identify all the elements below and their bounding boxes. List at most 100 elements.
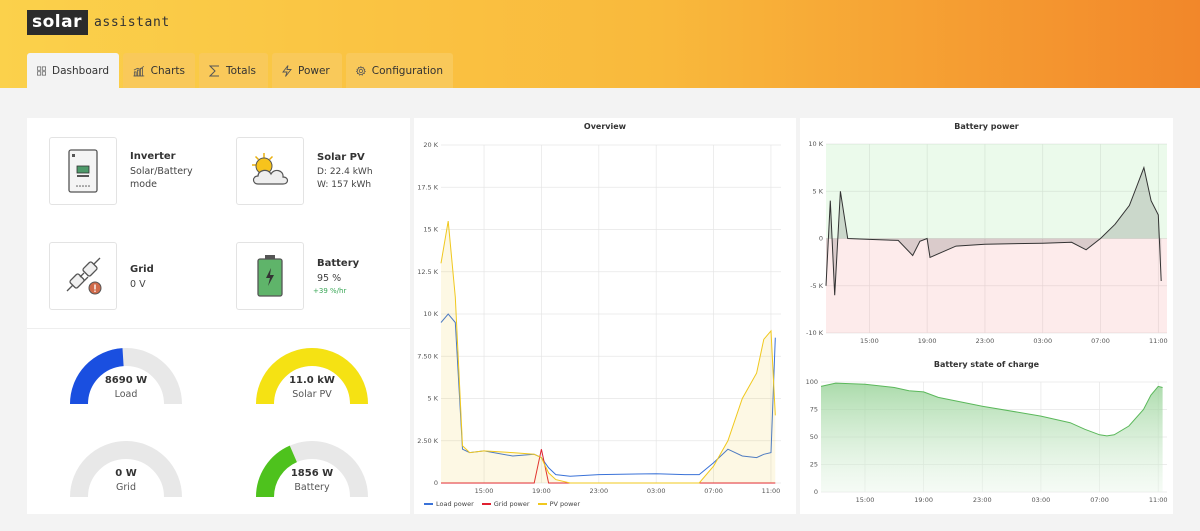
x-tick-label: 15:00 — [475, 487, 494, 495]
inverter-mode-line1: Solar/Battery — [130, 166, 193, 177]
gauge-fill — [70, 348, 125, 405]
gauge-track — [70, 441, 182, 498]
x-tick-label: 07:00 — [1090, 496, 1109, 504]
sigma-icon — [209, 65, 219, 76]
overview-chart-panel — [414, 118, 796, 514]
y-tick-label: 10 K — [808, 140, 823, 148]
gear-icon — [356, 65, 366, 76]
load-gauge-label: Load — [114, 389, 138, 400]
tab-charts[interactable]: Charts — [123, 53, 195, 88]
load-gauge-arc — [70, 348, 182, 405]
battery-rate: +39 %/hr — [313, 287, 347, 295]
tab-totals[interactable]: Totals — [199, 53, 268, 88]
y-tick-label: 25 — [810, 461, 818, 469]
grid-voltage: 0 V — [130, 279, 146, 290]
sun-cloud-icon — [252, 153, 289, 185]
overview-chart-title: Overview — [583, 122, 627, 131]
battery-soc: 95 % — [317, 273, 342, 284]
y-tick-label: 0 — [814, 488, 818, 496]
x-tick-label: 11:00 — [762, 487, 781, 495]
solar-pv-weekly: W: 157 kWh — [317, 180, 372, 190]
battery-power-title: Battery power — [954, 122, 1019, 131]
grid-gauge-value: 0 W — [115, 468, 137, 479]
tab-label: Totals — [226, 64, 256, 77]
y-tick-label: 15 K — [423, 226, 438, 234]
battery-gauge-arc — [256, 441, 368, 498]
x-tick-label: 15:00 — [860, 337, 879, 345]
grid-gauge: 0 W Grid — [66, 437, 186, 503]
y-tick-label: 12.5 K — [417, 268, 439, 276]
y-tick-label: 5 K — [813, 187, 824, 195]
solar-pv-gauge-value: 11.0 kW — [289, 375, 335, 386]
x-tick-label: 07:00 — [1091, 337, 1110, 345]
legend-grid-power[interactable]: Grid power — [493, 500, 530, 508]
tab-label: Dashboard — [52, 64, 109, 77]
battery-gauge-label: Battery — [294, 482, 330, 493]
x-tick-label: 03:00 — [1032, 496, 1051, 504]
x-tick-label: 11:00 — [1149, 337, 1168, 345]
header-bar: solar assistant Dashboard Charts Totals … — [0, 0, 1200, 88]
plug-disconnected-icon — [66, 257, 102, 295]
solar-pv-gauge: 11.0 kW Solar PV — [252, 344, 372, 410]
pv-power-area — [441, 221, 776, 483]
x-tick-label: 23:00 — [589, 487, 608, 495]
tab-power[interactable]: Power — [272, 53, 342, 88]
panel-divider — [27, 328, 410, 329]
x-tick-label: 11:00 — [1149, 496, 1168, 504]
grid-power-swatch — [481, 503, 491, 505]
y-tick-label: 5 K — [428, 395, 439, 403]
y-tick-label: -10 K — [806, 329, 824, 337]
y-tick-label: 0 — [819, 235, 823, 243]
y-tick-label: 50 — [810, 433, 818, 441]
battery-icon — [257, 255, 283, 297]
y-tick-label: 7.50 K — [417, 352, 439, 360]
positive-zone — [826, 144, 1167, 239]
legend-load-power[interactable]: Load power — [436, 500, 474, 508]
load-power-line — [440, 313, 776, 477]
x-tick-label: 19:00 — [532, 487, 551, 495]
grid-title: Grid — [130, 264, 154, 275]
tab-label: Configuration — [371, 64, 443, 77]
y-tick-label: 17.5 K — [417, 183, 439, 191]
battery-card[interactable] — [236, 242, 304, 310]
grid-gauge-label: Grid — [116, 482, 136, 493]
y-tick-label: 2.50 K — [417, 437, 439, 445]
x-tick-label: 03:00 — [647, 487, 666, 495]
battery-title: Battery — [317, 258, 360, 269]
grid-card[interactable] — [49, 242, 117, 310]
y-tick-label: 0 — [434, 479, 438, 487]
battery-soc-chart[interactable]: 0 25 50 75 100 15:00 19:00 23:00 03:00 07:00 11:00 — [800, 356, 1173, 508]
battery-soc-area — [821, 383, 1163, 492]
tab-dashboard[interactable]: Dashboard — [27, 53, 119, 88]
solar-pv-gauge-arc — [256, 348, 368, 405]
bar-chart-icon — [133, 65, 145, 76]
inverter-mode-line2: mode — [130, 179, 157, 190]
battery-soc-line — [820, 382, 1163, 437]
y-tick-label: -5 K — [810, 282, 824, 290]
x-tick-label: 23:00 — [976, 337, 995, 345]
load-gauge-value: 8690 W — [104, 375, 148, 386]
battery-soc-title: Battery state of charge — [933, 360, 1040, 369]
inverter-icon — [68, 149, 98, 193]
pv-power-swatch — [537, 503, 547, 505]
x-tick-label: 19:00 — [918, 337, 937, 345]
tab-label: Power — [298, 64, 330, 77]
battery-power-line — [825, 165, 1162, 296]
lightning-icon — [282, 64, 292, 77]
logo-text: assistant — [93, 14, 170, 30]
inverter-card[interactable] — [49, 137, 117, 205]
overview-chart[interactable]: 0 2.50 K 5 K 7.50 K 10 K 12.5 K 15 K 17.5 K 20 K… — [414, 118, 796, 498]
x-tick-label: 07:00 — [704, 487, 723, 495]
battery-power-chart[interactable]: -10 K -5 K 0 5 K 10 K 15:00 19:00 23:00 03:00 07:… — [800, 118, 1173, 350]
legend-pv-power[interactable]: PV power — [549, 500, 581, 508]
y-tick-label: 75 — [810, 406, 818, 414]
tab-configuration[interactable]: Configuration — [346, 53, 453, 88]
x-tick-label: 19:00 — [914, 496, 933, 504]
grid-icon — [37, 66, 46, 75]
x-tick-label: 03:00 — [1033, 337, 1052, 345]
solar-pv-title: Solar PV — [317, 152, 365, 163]
solar-pv-card[interactable] — [236, 137, 304, 205]
overview-legend: Load power Grid power PV power — [424, 500, 580, 508]
app-logo[interactable]: solar assistant — [27, 9, 170, 35]
negative-zone — [826, 238, 1167, 333]
